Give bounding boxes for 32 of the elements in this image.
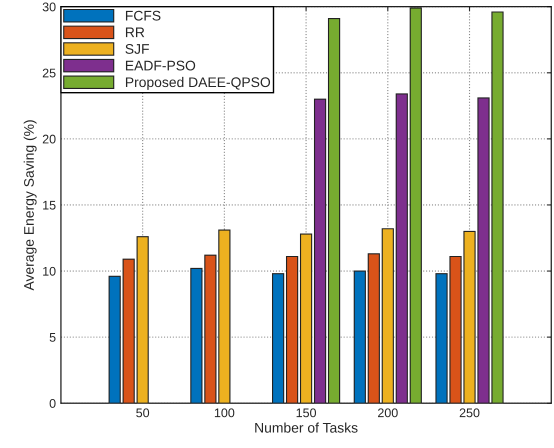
y-tick-label: 5 bbox=[50, 333, 56, 342]
y-tick-label: 25 bbox=[42, 68, 56, 78]
x-tick-label: 200 bbox=[378, 408, 398, 418]
bar bbox=[190, 268, 202, 404]
x-tick-label: 150 bbox=[296, 408, 316, 418]
bar bbox=[328, 18, 340, 404]
y-axis-title: Average Energy Saving (%) bbox=[24, 120, 37, 290]
legend-label: RR bbox=[126, 28, 144, 38]
bar bbox=[300, 233, 312, 404]
bar bbox=[463, 230, 476, 404]
bar bbox=[491, 11, 504, 404]
bar bbox=[272, 273, 284, 404]
x-axis-title: Number of Tasks bbox=[255, 422, 358, 433]
bar bbox=[286, 256, 298, 404]
bar bbox=[435, 273, 448, 404]
y-tick-label: 10 bbox=[43, 266, 56, 276]
legend-label: FCFS bbox=[126, 10, 160, 21]
bar bbox=[314, 98, 326, 404]
bar bbox=[204, 254, 216, 404]
bar bbox=[449, 256, 462, 404]
legend-label: Proposed DAEE-QPSO bbox=[126, 76, 270, 90]
y-tick-label: 30 bbox=[42, 2, 56, 12]
x-tick-label: 250 bbox=[460, 408, 480, 418]
legend-label: SJF bbox=[125, 44, 149, 54]
bar bbox=[218, 230, 230, 404]
y-tick-label: 20 bbox=[42, 134, 56, 144]
legend-label: EADF-PSO bbox=[126, 60, 196, 71]
x-tick-label: 50 bbox=[136, 408, 150, 418]
bar bbox=[477, 97, 490, 404]
y-tick-label: 15 bbox=[43, 200, 56, 210]
x-tick-label: 100 bbox=[214, 408, 234, 418]
y-tick-label: 0 bbox=[50, 399, 56, 408]
